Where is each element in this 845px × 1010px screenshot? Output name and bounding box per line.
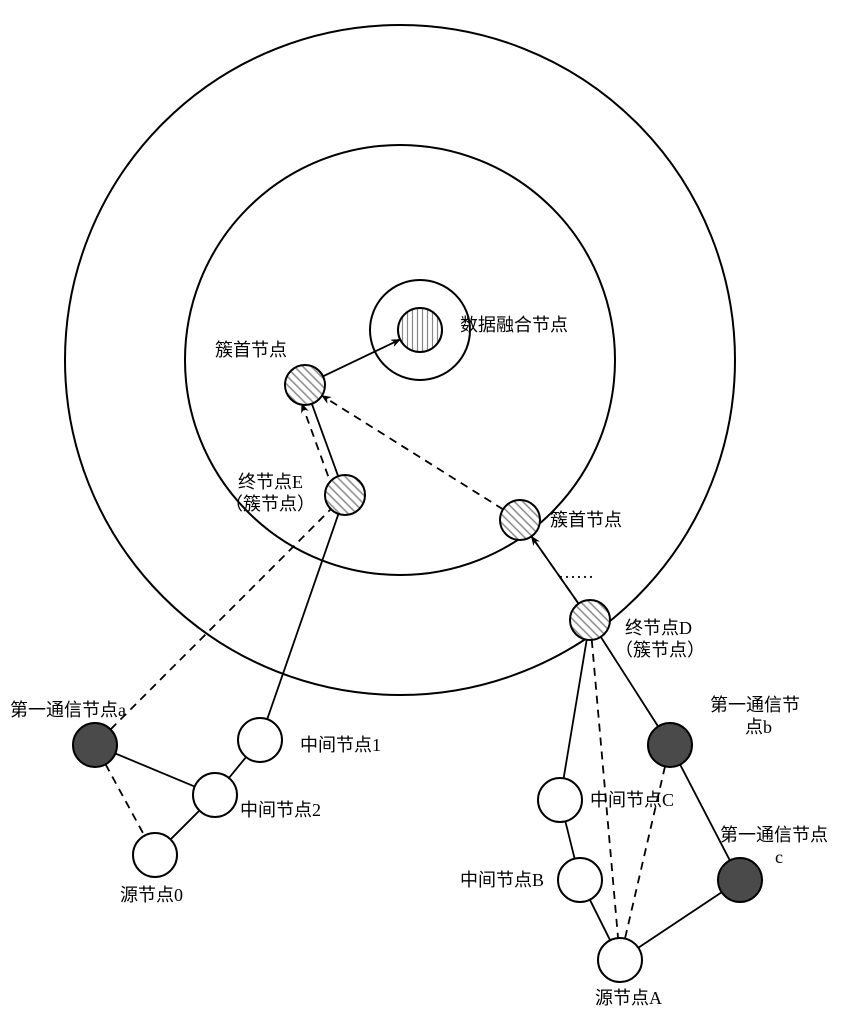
edge-mid_1-mid_2 xyxy=(229,757,246,778)
edge-mid_2-source_0 xyxy=(171,811,200,840)
node-source_0 xyxy=(133,833,177,877)
label-mid_C: 中间节点C xyxy=(590,790,674,812)
node-end_E xyxy=(325,475,365,515)
node-comm_a xyxy=(73,723,117,767)
node-source_A xyxy=(598,938,642,982)
diagram-canvas: …… 数据融合节点簇首节点终节点E（簇节点）簇首节点终节点D（簇节点）第一通信节… xyxy=(0,0,845,1000)
edge-comm_a-source_0 xyxy=(106,764,145,835)
node-end_D xyxy=(570,600,610,640)
label-comm_c_line1: 第一通信节点 xyxy=(720,825,828,847)
edge-cluster_head1-data_fusion xyxy=(323,339,400,376)
edge-end_E-mid_1 xyxy=(267,514,338,719)
node-mid_1 xyxy=(238,718,282,762)
label-end_D_line2: （簇节点） xyxy=(615,640,705,662)
label-comm_b_line1: 第一通信节 xyxy=(710,695,800,717)
label-source_0: 源节点0 xyxy=(120,885,183,907)
label-data_fusion: 数据融合节点 xyxy=(460,315,568,337)
label-end_D_line1: 终节点D xyxy=(625,618,692,640)
edge-comm_a-end_E xyxy=(111,509,331,729)
label-cluster_head2: 簇首节点 xyxy=(550,510,622,532)
ring-outer xyxy=(65,25,735,695)
label-comm_c_line2: c xyxy=(775,847,783,869)
edge-mid_C-mid_B xyxy=(565,821,574,858)
diagram-svg: …… xyxy=(0,0,845,1000)
edge-source_A-comm_c xyxy=(638,892,721,948)
node-data_fusion xyxy=(398,308,442,352)
node-comm_b xyxy=(648,723,692,767)
node-comm_c xyxy=(718,858,762,902)
edge-end_E-cluster_head1 xyxy=(312,404,338,476)
label-source_A: 源节点A xyxy=(595,988,662,1010)
label-comm_a: 第一通信节点a xyxy=(10,700,126,722)
label-comm_b_line2: 点b xyxy=(745,717,772,739)
label-end_E_line2: （簇节点） xyxy=(225,494,315,516)
node-cluster_head2 xyxy=(500,500,540,540)
label-mid_1: 中间节点1 xyxy=(300,735,381,757)
edge-mid_B-source_A xyxy=(590,900,610,941)
node-cluster_head1 xyxy=(285,365,325,405)
label-end_E_line1: 终节点E xyxy=(238,472,303,494)
node-mid_C xyxy=(538,778,582,822)
label-mid_2: 中间节点2 xyxy=(240,800,321,822)
edge-end_D-mid_C xyxy=(564,640,587,779)
label-cluster_head1: 簇首节点 xyxy=(215,340,287,362)
node-mid_2 xyxy=(193,773,237,817)
ellipsis-label: …… xyxy=(558,562,594,582)
label-mid_B: 中间节点B xyxy=(460,870,544,892)
node-mid_B xyxy=(558,858,602,902)
edge-mid_2-comm_a xyxy=(115,753,194,786)
